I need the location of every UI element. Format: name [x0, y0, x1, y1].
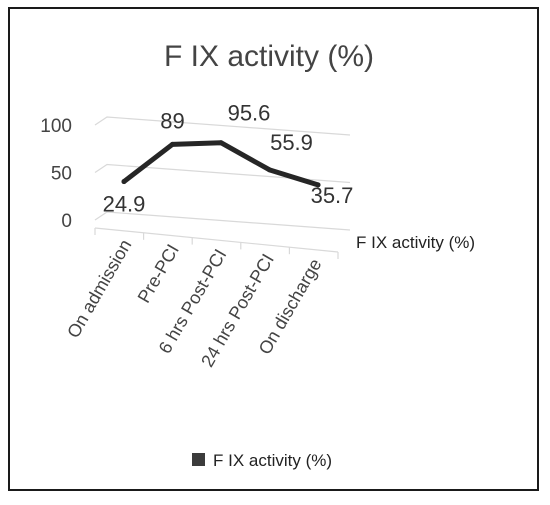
chart-frame [8, 7, 539, 491]
legend: F IX activity (%) [192, 451, 332, 470]
data-label-3: 55.9 [270, 130, 313, 155]
data-point-2 [218, 140, 224, 146]
chart-title: F IX activity (%) [164, 40, 374, 73]
data-label-2: 95.6 [228, 101, 271, 126]
legend-swatch [192, 453, 205, 466]
y-axis-ticks: 0 50 100 [40, 116, 72, 232]
data-point-3 [267, 167, 272, 173]
floor-edge [94, 227, 339, 253]
data-labels: 24.9 89 95.6 55.9 35.7 [103, 101, 354, 217]
series-line-layer [121, 140, 321, 188]
data-label-4: 35.7 [311, 183, 354, 208]
data-point-0 [121, 179, 127, 185]
data-label-1: 89 [160, 108, 184, 133]
gridlines [94, 116, 351, 259]
data-point-4 [315, 182, 321, 188]
category-label-0: On admission [63, 236, 135, 341]
data-label-0: 24.9 [103, 192, 146, 217]
data-point-1 [170, 141, 175, 147]
gridline-100 [94, 116, 351, 136]
depth-axis-series-label: F IX activity (%) [356, 233, 475, 252]
y-tick-label: 0 [61, 211, 72, 232]
gridline-50 [94, 163, 351, 184]
y-tick-label: 100 [40, 116, 72, 137]
legend-label: F IX activity (%) [213, 451, 332, 470]
gridline-0 [94, 211, 351, 231]
category-label-1: Pre-PCI [134, 241, 183, 306]
y-tick-label: 50 [51, 164, 72, 185]
